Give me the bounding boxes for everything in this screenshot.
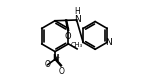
Text: +: + <box>54 55 59 60</box>
Text: O: O <box>45 60 51 69</box>
Text: N: N <box>74 15 80 24</box>
Text: H: H <box>74 7 80 16</box>
Text: ⁻: ⁻ <box>48 61 51 66</box>
Text: CH₃: CH₃ <box>71 42 83 48</box>
Text: N: N <box>52 54 58 63</box>
Text: O: O <box>58 67 64 76</box>
Text: O: O <box>65 32 71 41</box>
Text: N: N <box>105 38 112 47</box>
